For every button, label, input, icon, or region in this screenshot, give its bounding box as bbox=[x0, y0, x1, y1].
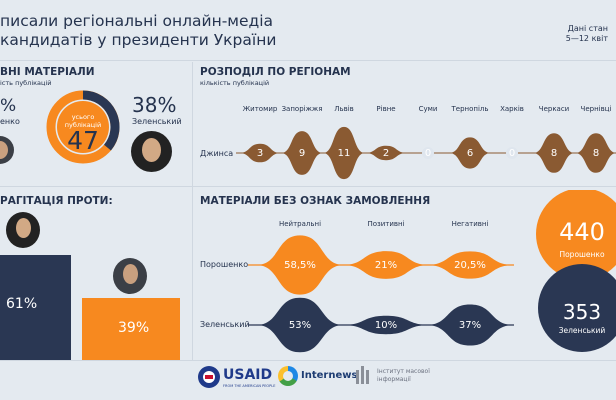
vertical-divider bbox=[192, 62, 193, 360]
zelensky-small-avatar bbox=[6, 212, 40, 248]
date-line-1: Дані стан bbox=[567, 24, 608, 33]
poroshenko-bar bbox=[82, 298, 180, 360]
poroshenko-total-label: Порошенко bbox=[559, 250, 605, 259]
title-line-2: кандидатів у президенти України bbox=[0, 31, 277, 49]
region-value-6: 0 bbox=[509, 148, 515, 159]
sentiment-col-2: Негативні bbox=[452, 220, 489, 228]
region-value-7: 8 bbox=[551, 148, 557, 159]
sentiment-value-1-0: 53% bbox=[289, 320, 311, 331]
regions-chart: Житомир 3 Запоріжжя 9 Львів 11 Рівне 2 Суми 0 Терн… bbox=[236, 105, 616, 180]
date-note: Дані стан 5—12 квіт bbox=[566, 24, 608, 44]
usaid-logo-text: USAID bbox=[223, 367, 273, 383]
sentiment-value-0-2: 20,5% bbox=[454, 260, 486, 271]
sentiment-shape-0-1 bbox=[342, 251, 430, 279]
sentiment-shape-0-0 bbox=[256, 235, 344, 295]
region-zero-6 bbox=[506, 147, 518, 159]
sentiment-value-1-1: 10% bbox=[375, 320, 397, 331]
non-ordered-heading: МАТЕРІАЛИ БЕЗ ОЗНАК ЗАМОВЛЕННЯ bbox=[200, 195, 431, 207]
row-label-zelensky: Зеленський bbox=[200, 320, 250, 329]
sentiment-shape-0-2 bbox=[426, 251, 514, 279]
sentiment-chart: Нейтральні Позитивні Негативні 58,5% 21% 20,5… bbox=[248, 220, 514, 353]
region-label-4: Суми bbox=[419, 105, 438, 113]
sentiment-col-0: Нейтральні bbox=[279, 220, 321, 228]
poroshenko-pct: % bbox=[0, 96, 17, 116]
region-shape-3 bbox=[365, 145, 407, 161]
region-zero-4 bbox=[422, 147, 434, 159]
regions-heading: РОЗПОДІЛ ПО РЕГІОНАМ bbox=[200, 66, 351, 78]
poroshenko-total-value: 440 bbox=[559, 218, 605, 246]
zelensky-total-value: 353 bbox=[562, 300, 602, 324]
region-value-1: 9 bbox=[299, 148, 305, 159]
region-shape-0 bbox=[239, 143, 281, 163]
left-top-heading: ВНІ МАТЕРІАЛИ bbox=[0, 66, 95, 78]
sentiment-value-0-0: 58,5% bbox=[284, 260, 316, 271]
zelensky-bar bbox=[0, 255, 71, 360]
imi-logo-icon bbox=[356, 366, 374, 386]
region-shape-8 bbox=[575, 133, 616, 173]
left-top-subtitle: ість публікацій bbox=[0, 79, 52, 87]
region-value-0: 3 bbox=[257, 148, 263, 159]
sentiment-value-0-1: 21% bbox=[375, 260, 397, 271]
region-label-2: Львів bbox=[334, 105, 354, 113]
region-value-5: 6 bbox=[467, 148, 473, 159]
region-label-6: Харків bbox=[500, 105, 524, 113]
zelensky-name: Зеленський bbox=[132, 117, 182, 126]
donut-center-label: усього публікацій bbox=[64, 113, 102, 129]
region-label-8: Чернівці bbox=[581, 105, 612, 113]
region-label-1: Запоріжжя bbox=[282, 105, 323, 113]
imi-logo-text: Інститут масової інформації bbox=[377, 368, 430, 384]
region-label-7: Черкаси bbox=[539, 105, 569, 113]
donut-total: 47 bbox=[67, 126, 99, 155]
left-divider bbox=[0, 186, 192, 187]
internews-logo-icon bbox=[278, 366, 298, 386]
date-line-2: 5—12 квіт bbox=[565, 34, 608, 43]
imi-line-1: Інститут масової bbox=[377, 368, 430, 375]
donut-chart bbox=[46, 90, 120, 164]
zelensky-bar-value: 61% bbox=[6, 296, 38, 312]
usaid-seal-icon bbox=[198, 366, 220, 388]
left-bottom-heading: РАГІТАЦІЯ ПРОТИ: bbox=[0, 195, 113, 207]
usaid-tagline: FROM THE AMERICAN PEOPLE bbox=[223, 384, 276, 388]
sentiment-value-1-2: 37% bbox=[459, 320, 481, 331]
sentiment-shape-1-2 bbox=[426, 304, 514, 346]
donut-center bbox=[57, 101, 109, 153]
title-line-1: писали регіональні онлайн-медіа bbox=[0, 12, 274, 30]
regions-subtitle: кількість публікацій bbox=[200, 79, 270, 87]
right-divider bbox=[193, 186, 616, 187]
donut-navy-arc bbox=[82, 90, 120, 151]
region-value-4: 0 bbox=[425, 148, 431, 159]
zelensky-total-label: Зеленський bbox=[558, 326, 606, 335]
region-shape-1 bbox=[281, 131, 323, 175]
region-shape-7 bbox=[533, 133, 575, 173]
sentiment-shape-1-0 bbox=[256, 297, 344, 353]
region-shape-5 bbox=[449, 137, 491, 169]
sentiment-col-1: Позитивні bbox=[367, 220, 404, 228]
region-value-8: 8 bbox=[593, 148, 599, 159]
zelensky-avatar bbox=[131, 131, 172, 172]
sentiment-shape-1-1 bbox=[342, 315, 430, 335]
region-value-2: 11 bbox=[338, 148, 351, 159]
zelensky-total-circle bbox=[538, 264, 616, 352]
row-label-poroshenko: Порошенко bbox=[200, 260, 249, 269]
region-value-3: 2 bbox=[383, 148, 389, 159]
totals-circles bbox=[536, 190, 616, 352]
poroshenko-name: енко bbox=[0, 117, 20, 126]
page-title: писали регіональні онлайн-медіа кандидат… bbox=[0, 12, 276, 50]
poroshenko-total-circle bbox=[536, 190, 616, 280]
region-label-0: Житомир bbox=[243, 105, 278, 113]
region-shape-2 bbox=[323, 126, 365, 180]
poroshenko-small-avatar bbox=[113, 258, 147, 294]
header-divider bbox=[0, 60, 616, 61]
regions-row-label: Джинса bbox=[200, 149, 234, 158]
zelensky-pct: 38% bbox=[132, 93, 177, 117]
region-label-5: Тернопіль bbox=[450, 105, 488, 113]
region-label-3: Рівне bbox=[376, 105, 395, 113]
poroshenko-avatar bbox=[0, 136, 14, 164]
poroshenko-bar-value: 39% bbox=[118, 320, 150, 336]
imi-line-2: інформації bbox=[377, 376, 411, 383]
footer-divider bbox=[0, 360, 616, 361]
internews-logo-text: Internews bbox=[301, 370, 358, 381]
